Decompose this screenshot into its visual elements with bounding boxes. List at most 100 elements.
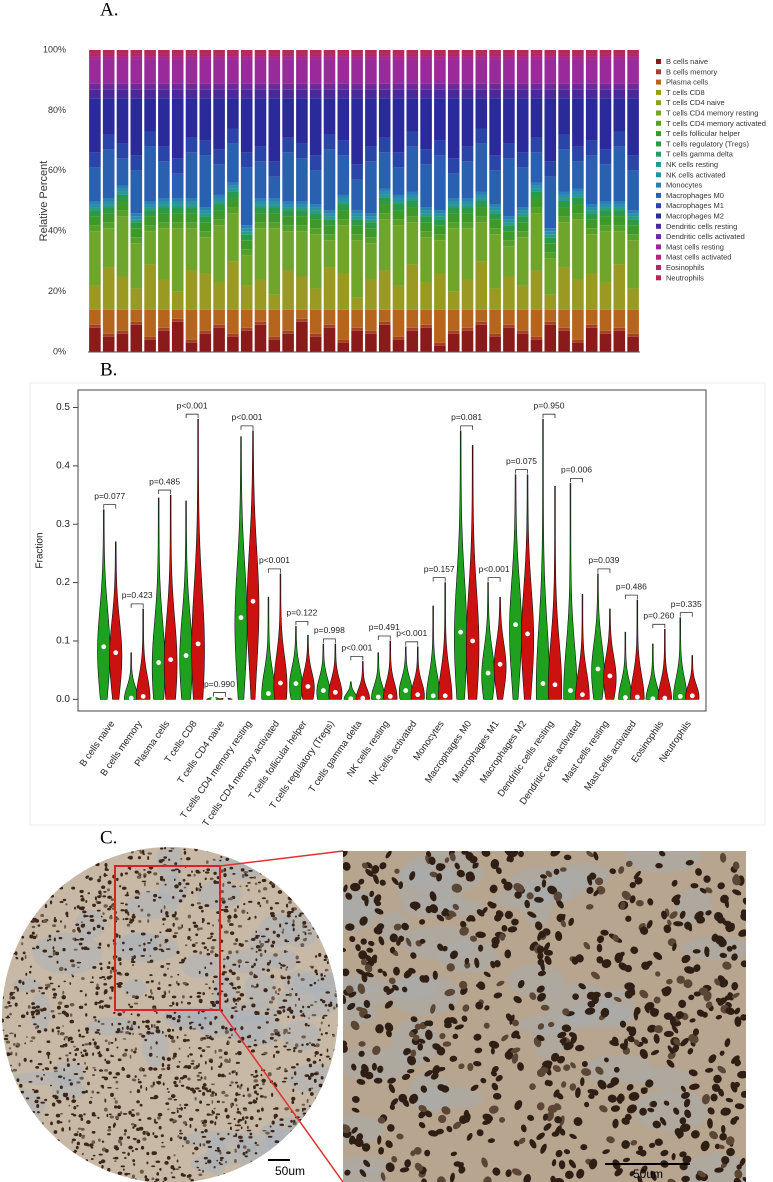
nucleus bbox=[378, 1147, 385, 1155]
nucleus bbox=[295, 961, 301, 964]
nucleus bbox=[145, 1019, 150, 1024]
bar-segment bbox=[282, 59, 294, 84]
nucleus bbox=[505, 1013, 514, 1022]
nucleus bbox=[224, 1026, 228, 1030]
p-value: p=0.486 bbox=[616, 581, 647, 591]
nucleus bbox=[249, 1132, 253, 1136]
bar-segment bbox=[516, 59, 529, 84]
nucleus bbox=[52, 1177, 56, 1180]
nucleus bbox=[108, 1125, 111, 1129]
nucleus bbox=[282, 928, 285, 931]
nucleus bbox=[336, 912, 338, 916]
nucleus bbox=[227, 881, 232, 884]
nucleus bbox=[244, 847, 248, 851]
nucleus bbox=[67, 1037, 71, 1042]
nucleus bbox=[103, 1107, 108, 1112]
nucleus bbox=[2, 995, 4, 1000]
nucleus bbox=[329, 1134, 333, 1139]
nucleus bbox=[90, 1158, 94, 1161]
nucleus bbox=[198, 905, 203, 910]
nucleus bbox=[140, 954, 146, 957]
bar-segment bbox=[392, 201, 405, 205]
nucleus bbox=[63, 1076, 65, 1080]
bar-segment bbox=[392, 56, 405, 60]
nucleus bbox=[115, 1072, 121, 1076]
nucleus bbox=[587, 1000, 596, 1008]
median-dot bbox=[430, 693, 436, 699]
nucleus bbox=[178, 899, 183, 903]
bar-segment bbox=[240, 234, 253, 241]
bar-segment bbox=[268, 228, 281, 295]
bar-segment bbox=[158, 222, 170, 229]
bar-segment bbox=[544, 161, 557, 177]
nucleus bbox=[726, 1147, 735, 1157]
nucleus bbox=[327, 1125, 330, 1129]
bar-segment bbox=[392, 50, 405, 54]
bar-segment bbox=[516, 53, 529, 57]
nucleus bbox=[159, 877, 164, 881]
bar-segment bbox=[240, 98, 253, 153]
nucleus bbox=[259, 1095, 264, 1098]
bar-segment bbox=[447, 53, 460, 57]
nucleus bbox=[7, 1001, 11, 1005]
bar-segment bbox=[337, 140, 350, 156]
nucleus bbox=[223, 873, 227, 878]
bar-segment bbox=[351, 59, 363, 84]
nucleus bbox=[635, 899, 644, 907]
nucleus bbox=[295, 955, 299, 960]
bar-segment bbox=[378, 204, 391, 214]
nucleus bbox=[326, 1048, 329, 1053]
nucleus bbox=[159, 1168, 162, 1171]
nucleus bbox=[211, 1083, 215, 1086]
bar-segment bbox=[309, 219, 322, 229]
nucleus bbox=[193, 1142, 196, 1145]
bar-segment bbox=[144, 56, 156, 60]
bar-segment bbox=[102, 53, 115, 57]
nucleus bbox=[183, 1103, 189, 1107]
nucleus bbox=[446, 1125, 453, 1133]
nucleus bbox=[120, 909, 125, 912]
nucleus bbox=[287, 1015, 290, 1019]
nucleus bbox=[600, 1007, 610, 1018]
nucleus bbox=[557, 1031, 567, 1039]
bar-segment bbox=[599, 98, 612, 150]
nucleus bbox=[221, 1101, 225, 1104]
violin bbox=[151, 497, 166, 700]
nucleus bbox=[2, 920, 6, 925]
nucleus bbox=[64, 1095, 68, 1098]
nucleus bbox=[612, 1118, 619, 1129]
nucleus bbox=[225, 1176, 229, 1179]
nucleus bbox=[488, 1040, 500, 1049]
nucleus bbox=[28, 866, 32, 869]
nucleus bbox=[105, 1148, 109, 1153]
nucleus bbox=[501, 1034, 509, 1042]
nucleus bbox=[65, 1092, 69, 1097]
nucleus bbox=[59, 886, 64, 890]
nucleus bbox=[297, 1049, 303, 1053]
bar-segment bbox=[434, 225, 446, 235]
nucleus bbox=[149, 974, 153, 977]
bar-segment bbox=[378, 213, 391, 220]
nucleus bbox=[216, 1146, 220, 1150]
nucleus bbox=[659, 851, 666, 857]
nucleus bbox=[91, 1130, 96, 1134]
bar-segment bbox=[268, 161, 281, 177]
bar-segment bbox=[171, 291, 184, 310]
nucleus bbox=[343, 1124, 351, 1134]
bracket bbox=[679, 612, 693, 617]
nucleus bbox=[250, 1160, 253, 1165]
nucleus bbox=[699, 887, 707, 894]
bar-segment bbox=[627, 56, 639, 60]
nucleus bbox=[182, 995, 185, 999]
nucleus bbox=[46, 1161, 51, 1164]
nucleus bbox=[133, 1163, 136, 1166]
bar-segment bbox=[420, 237, 432, 283]
bar-segment bbox=[530, 53, 543, 57]
nucleus bbox=[153, 893, 158, 898]
nucleus bbox=[248, 1101, 253, 1105]
nucleus bbox=[185, 857, 191, 861]
median-dot bbox=[305, 684, 311, 689]
nucleus bbox=[10, 952, 16, 955]
nucleus bbox=[333, 1128, 338, 1131]
nucleus bbox=[253, 876, 257, 879]
